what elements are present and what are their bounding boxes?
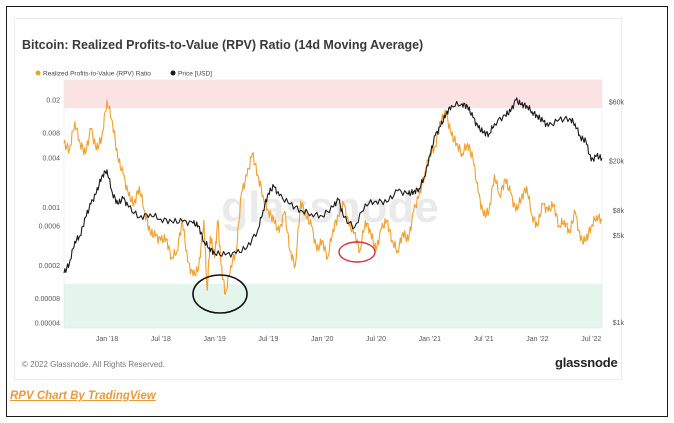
legend-price-swatch [170,70,176,76]
x-axis-tick-label: Jul '18 [151,336,171,343]
x-axis-tick-label: Jan '20 [311,336,333,343]
left-axis-tick-label: 0.00008 [35,296,60,303]
x-axis-tick-label: Jul '22 [581,336,601,343]
chart-axes: 0.02 0.008 0.004 0.001 0.0006 0.0002 0.00008 0.… [35,98,625,343]
x-axis-tick-label: Jan '18 [96,336,118,343]
overbought-zone [64,80,602,109]
x-axis-tick-label: Jul '20 [366,336,386,343]
right-axis-tick-label: $60k [609,99,625,106]
left-axis-tick-label: 0.00004 [35,321,60,328]
left-axis-tick-label: 0.0002 [39,263,61,270]
right-axis-tick-label: $8k [613,208,625,215]
undervalued-zone [64,283,602,328]
chart-legend: Realized Profits-to-Value (RPV) Ratio Pr… [35,70,212,78]
x-axis-tick-label: Jan '19 [203,336,225,343]
glassnode-logo-text: glassnode [555,355,618,370]
x-axis-tick-label: Jul '19 [258,336,278,343]
series-layer [63,97,603,295]
x-axis-tick-label: Jan '22 [526,336,548,343]
copyright-text: © 2022 Glassnode. All Rights Reserved. [22,360,165,369]
legend-rpv-swatch [35,70,41,76]
left-axis-tick-label: 0.02 [46,98,60,105]
left-axis-tick-label: 0.008 [42,130,60,137]
legend-price-label[interactable]: Price [USD] [178,71,212,78]
bottom-annotation-circle [192,274,248,314]
chart-title: Bitcoin: Realized Profits-to-Value (RPV)… [22,38,424,52]
price-line [63,97,603,274]
legend-rpv-label[interactable]: Realized Profits-to-Value (RPV) Ratio [43,71,151,78]
x-axis-tick-label: Jan '21 [419,336,441,343]
right-axis-tick-label: $20k [609,158,625,165]
watermark: glassnode [221,183,439,232]
rpv-line [63,99,603,295]
caption-link[interactable]: RPV Chart By TradingView [10,390,156,402]
right-axis-tick-label: $1k [613,320,625,327]
left-axis-tick-label: 0.0006 [39,223,61,230]
plot-area [63,79,603,329]
left-axis-tick-label: 0.001 [42,205,60,212]
right-axis-tick-label: $5k [613,233,625,240]
covid-low-annotation-circle [338,241,376,263]
left-axis-tick-label: 0.004 [42,155,60,162]
x-axis-tick-label: Jul '21 [474,336,494,343]
